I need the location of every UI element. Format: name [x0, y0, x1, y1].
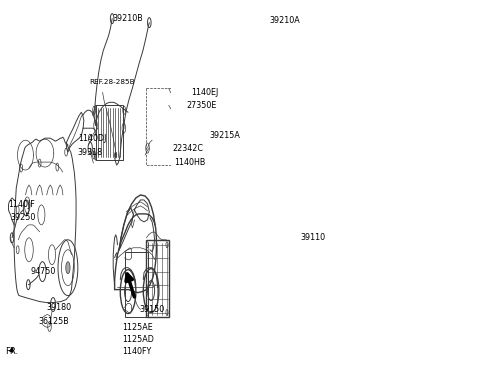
Circle shape: [66, 262, 70, 274]
Text: 39210A: 39210A: [270, 16, 300, 25]
Text: 1140FY: 1140FY: [122, 347, 152, 356]
Text: 39150: 39150: [139, 305, 165, 314]
Text: 36125B: 36125B: [39, 317, 70, 326]
Text: 1140JF: 1140JF: [9, 200, 35, 210]
Bar: [146, 240, 169, 317]
Text: 1125AE: 1125AE: [122, 323, 153, 332]
Text: 39210B: 39210B: [112, 14, 143, 23]
Text: 39180: 39180: [46, 303, 71, 312]
Text: 22342C: 22342C: [172, 144, 203, 153]
Text: 94750: 94750: [30, 267, 56, 276]
Text: 27350E: 27350E: [187, 101, 217, 110]
Text: 1125AD: 1125AD: [122, 335, 154, 344]
Text: 39110: 39110: [300, 233, 325, 242]
Text: FR.: FR.: [5, 347, 18, 356]
Text: 1140DJ: 1140DJ: [78, 134, 106, 143]
Text: 1140HB: 1140HB: [174, 158, 205, 166]
Text: 1140EJ: 1140EJ: [191, 88, 218, 97]
Text: 39250: 39250: [11, 213, 36, 223]
Text: 39215A: 39215A: [209, 131, 240, 140]
Text: REF.28-285B: REF.28-285B: [89, 79, 135, 85]
Bar: [124, 252, 147, 317]
Circle shape: [115, 152, 117, 158]
Text: 39318: 39318: [78, 148, 103, 156]
